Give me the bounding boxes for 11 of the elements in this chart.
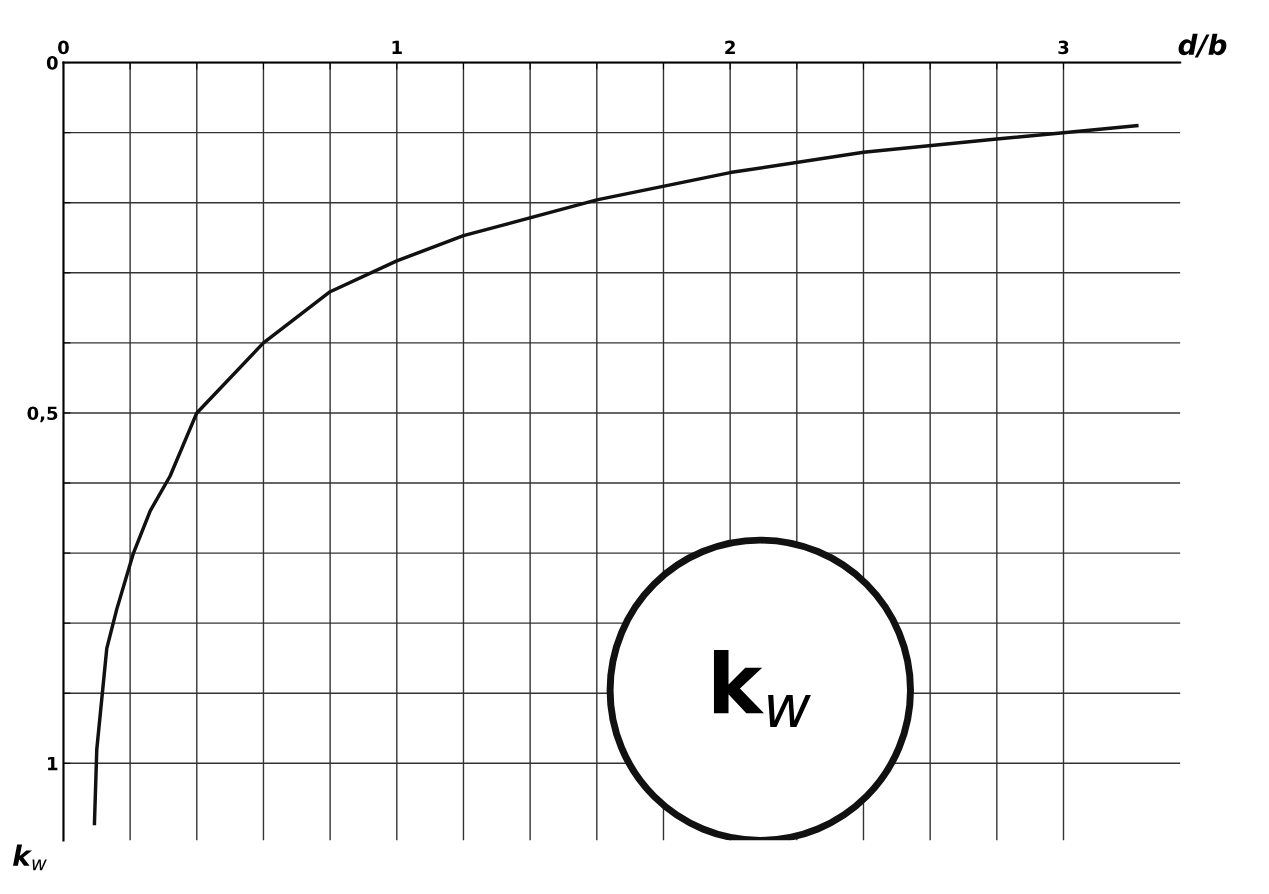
annotation: k$_{w}$ bbox=[713, 649, 811, 727]
y-tick-label: 0 bbox=[46, 56, 58, 70]
x-tick-label: 0 bbox=[58, 40, 69, 55]
y-axis-title: k$_{w}$ bbox=[13, 844, 47, 871]
x-axis-title: d/b bbox=[1178, 33, 1227, 58]
x-tick-label: 1 bbox=[392, 40, 402, 54]
x-tick-label: 3 bbox=[1058, 40, 1069, 55]
y-tick-label: 0,5 bbox=[27, 406, 58, 423]
line-series bbox=[92, 123, 1139, 826]
y-tick-label: 1 bbox=[48, 756, 58, 771]
x-tick-label: 2 bbox=[725, 40, 735, 54]
